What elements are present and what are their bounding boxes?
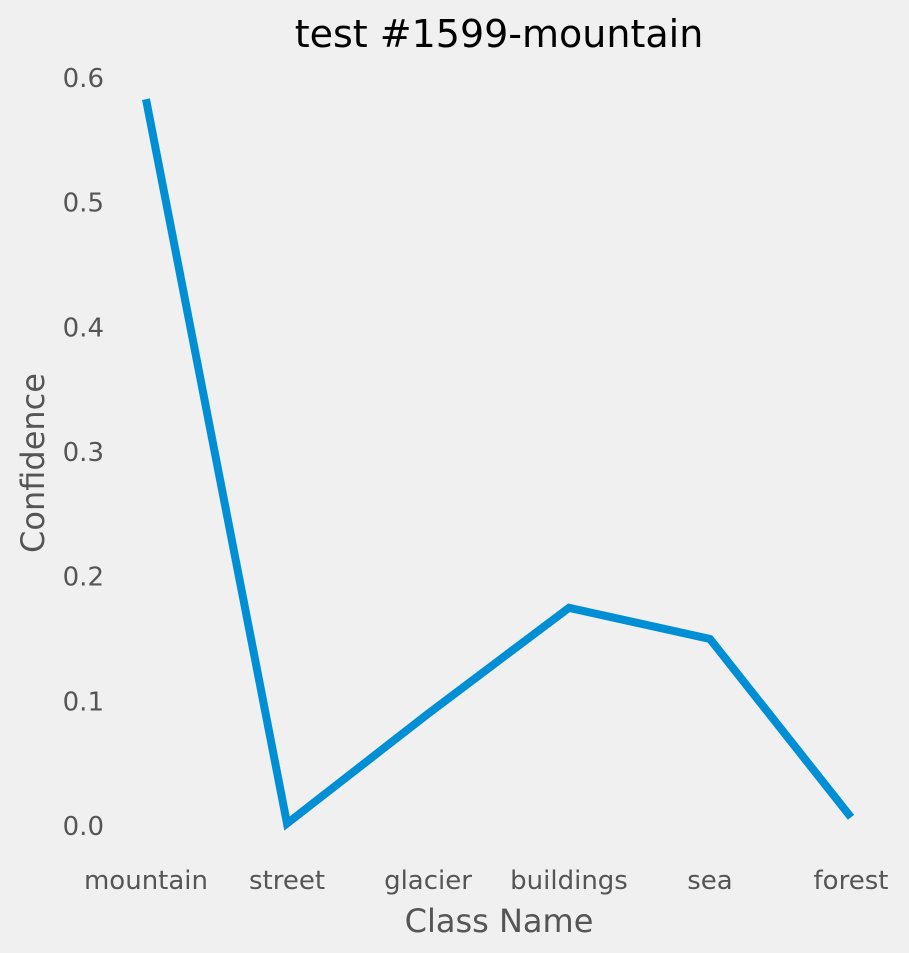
x-tick-label: glacier bbox=[384, 866, 472, 896]
x-tick-label: forest bbox=[814, 866, 889, 896]
x-tick-label: mountain bbox=[84, 866, 208, 896]
x-tick-label: sea bbox=[687, 866, 732, 896]
x-axis-label: Class Name bbox=[405, 902, 594, 940]
y-tick-label: 0.6 bbox=[63, 64, 104, 94]
y-tick-label: 0.1 bbox=[63, 687, 104, 717]
series-group bbox=[142, 98, 855, 831]
chart-title: test #1599-mountain bbox=[295, 12, 704, 56]
y-tick-label: 0.2 bbox=[63, 563, 104, 593]
y-tick-label: 0.0 bbox=[63, 812, 104, 842]
x-tick-label: buildings bbox=[510, 866, 628, 896]
y-axis-ticks: 0.0 0.1 0.2 0.3 0.4 0.5 0.6 bbox=[63, 64, 104, 842]
x-axis-ticks: mountain street glacier buildings sea forest bbox=[84, 866, 888, 896]
y-tick-label: 0.4 bbox=[63, 313, 104, 343]
series-line bbox=[142, 98, 855, 831]
x-tick-label: street bbox=[249, 866, 325, 896]
y-tick-label: 0.5 bbox=[63, 189, 104, 219]
y-tick-label: 0.3 bbox=[63, 438, 104, 468]
y-axis-label: Confidence bbox=[14, 373, 52, 553]
